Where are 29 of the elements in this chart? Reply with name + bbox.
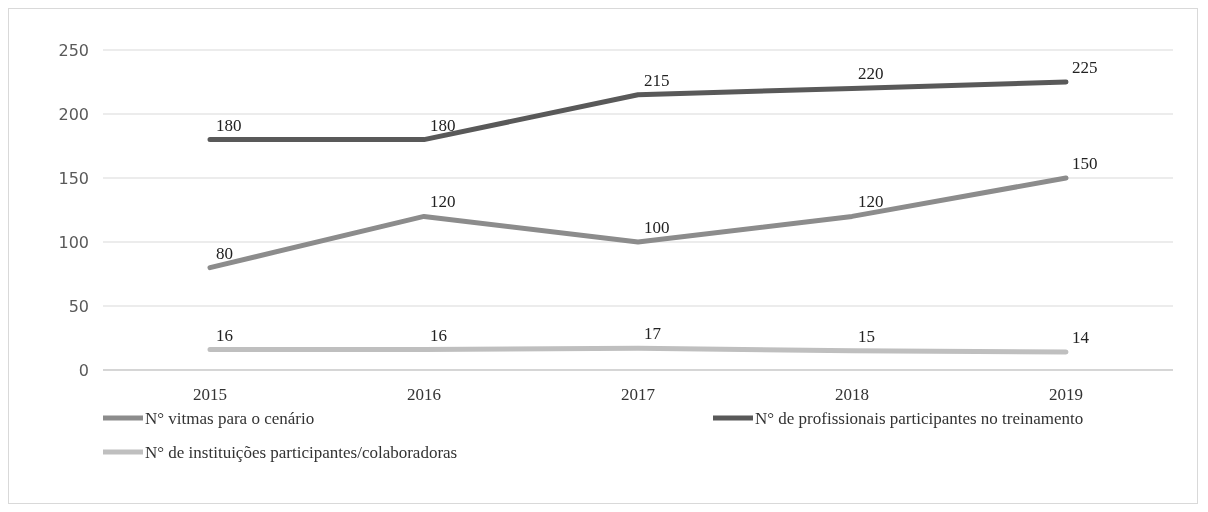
legend-label: N° vitmas para o cenário bbox=[145, 408, 315, 428]
data-label: 180 bbox=[216, 115, 242, 135]
x-tick-label: 2019 bbox=[1049, 385, 1083, 404]
data-label: 100 bbox=[644, 218, 670, 237]
data-label: 225 bbox=[1072, 58, 1098, 77]
data-label: 215 bbox=[644, 70, 670, 90]
data-label: 16 bbox=[430, 325, 447, 345]
x-tick-label: 2018 bbox=[835, 385, 869, 404]
legend-label: N° de instituições participantes/colaboradoras bbox=[145, 442, 458, 462]
data-label: 120 bbox=[430, 192, 456, 212]
data-label: 17 bbox=[644, 324, 662, 344]
data-label: 220 bbox=[858, 64, 884, 84]
data-label: 150 bbox=[1072, 154, 1098, 173]
y-tick-label: 0 bbox=[78, 360, 89, 380]
y-tick-label: 100 bbox=[58, 232, 89, 252]
data-label: 180 bbox=[430, 115, 456, 135]
data-label: 14 bbox=[1072, 328, 1090, 348]
data-label: 80 bbox=[216, 243, 233, 263]
data-label: 15 bbox=[858, 326, 875, 346]
x-tick-label: 2017 bbox=[621, 385, 656, 404]
data-label: 120 bbox=[858, 192, 884, 212]
y-tick-label: 150 bbox=[58, 168, 89, 188]
x-tick-label: 2016 bbox=[407, 385, 441, 404]
legend-label: N° de profissionais participantes no treinamento bbox=[755, 408, 1084, 428]
x-tick-label: 2015 bbox=[193, 385, 227, 404]
y-tick-label: 250 bbox=[58, 40, 89, 60]
data-label: 16 bbox=[216, 325, 233, 345]
y-tick-label: 50 bbox=[68, 296, 89, 316]
y-tick-label: 200 bbox=[58, 104, 89, 124]
